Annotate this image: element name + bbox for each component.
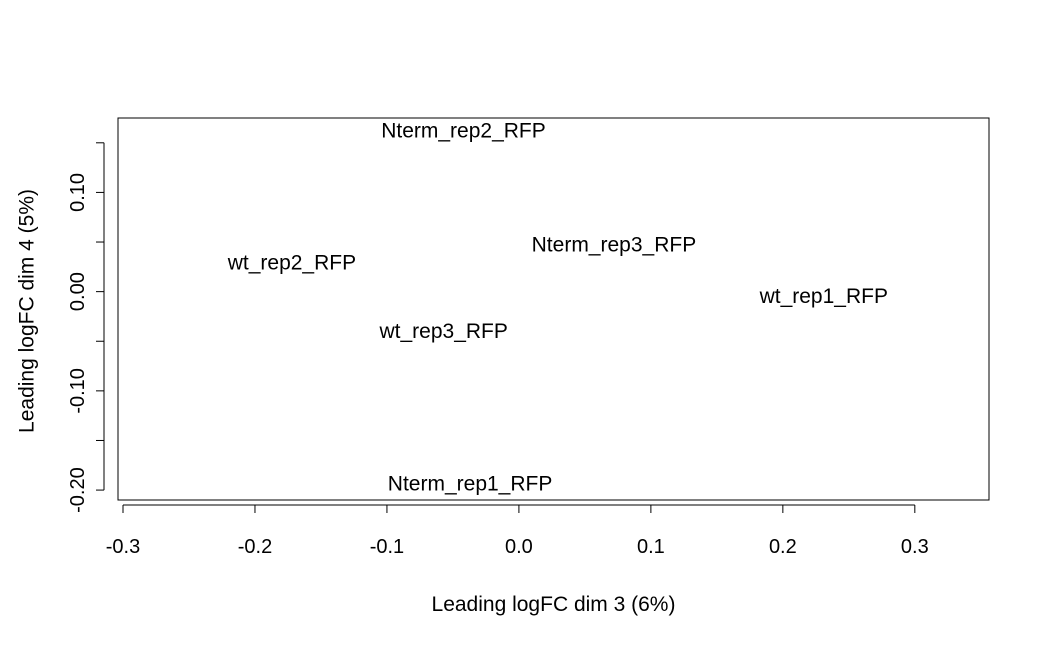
y-axis-title: Leading logFC dim 4 (5%) <box>16 189 39 433</box>
point-label: wt_rep1_RFP <box>759 285 888 308</box>
point-labels: Nterm_rep2_RFP Nterm_rep3_RFP wt_rep2_RFPw… <box>227 119 888 495</box>
point-label: wt_rep2_RFP <box>227 251 356 274</box>
point-label: wt_rep3_RFP <box>378 320 507 343</box>
point-label: Nterm_rep1_RFP <box>388 473 553 496</box>
x-tick-label: -0.3 <box>106 536 140 558</box>
point-label: Nterm_rep3_RFP <box>532 234 697 257</box>
y-axis: -0.20 -0.10 0.00 0.10 <box>67 142 105 513</box>
x-tick-label: -0.1 <box>370 536 404 558</box>
x-tick-label: 0.2 <box>769 536 797 558</box>
x-axis-title: Leading logFC dim 3 (6%) <box>432 593 676 616</box>
point-label: Nterm_rep2_RFP <box>381 119 546 142</box>
x-tick-label: 0.0 <box>505 536 533 558</box>
x-tick-label: -0.2 <box>238 536 272 558</box>
y-tick-label: 0.00 <box>67 272 89 311</box>
x-axis: -0.3 -0.2 -0.1 0.0 0.1 0.2 0.3 <box>106 504 929 558</box>
y-tick-label: 0.10 <box>67 173 89 212</box>
plot-frame <box>117 117 990 501</box>
x-tick-label: 0.1 <box>637 536 665 558</box>
y-tick-label: -0.20 <box>67 467 89 513</box>
y-tick-label: -0.10 <box>67 368 89 414</box>
x-tick-label: 0.3 <box>901 536 929 558</box>
